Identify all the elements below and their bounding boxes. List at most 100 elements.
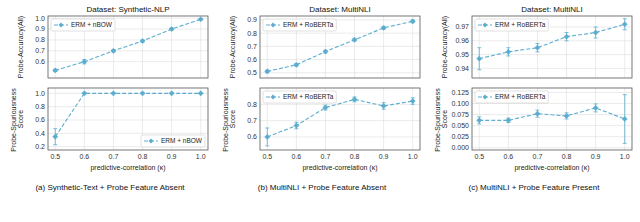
tick-label: 0.2 <box>35 143 45 150</box>
tick-label: 0.8 <box>350 153 360 160</box>
tick-label: 0.100 <box>451 100 469 107</box>
marker <box>381 103 386 108</box>
marker <box>622 22 627 27</box>
legend-box <box>263 19 336 31</box>
marker <box>53 68 58 73</box>
data-group <box>265 97 416 146</box>
tick-label: 0.7 <box>533 153 543 160</box>
legend-swatch <box>149 139 154 144</box>
grid-line <box>595 88 596 150</box>
tick-label: 0.6 <box>247 56 257 63</box>
tick-label: 0.4 <box>35 130 45 137</box>
tick-label: 0.050 <box>451 122 469 129</box>
axis-label: Probe-Accuracy(All) <box>441 16 449 78</box>
error-bar <box>477 48 481 70</box>
legend-box <box>263 91 336 103</box>
legend-swatch <box>271 95 276 100</box>
data-group <box>53 91 204 145</box>
plot-area <box>48 16 208 78</box>
tick-label: 0.6 <box>503 153 513 160</box>
tick-label: 0.9 <box>247 16 257 23</box>
grid-line <box>472 68 632 69</box>
plot-frame <box>472 88 632 150</box>
axis-label: Probe-Spuriousness Score <box>10 86 24 151</box>
series-line <box>55 19 200 70</box>
marker <box>564 113 569 118</box>
grid-line <box>48 133 208 134</box>
subplot: 0.50.60.70.80.9ERM + RoBERTaDataset: Mul… <box>229 5 420 78</box>
axis-label: predictive-correlation (κ) <box>514 164 589 172</box>
series-line <box>267 99 412 137</box>
legend: ERM + RoBERTa <box>475 19 548 31</box>
error-bar <box>506 118 510 122</box>
tick-label: 0.000 <box>451 144 469 151</box>
grid-line <box>84 88 85 150</box>
tick-label: 0.7 <box>247 43 257 50</box>
error-bar <box>623 95 627 144</box>
legend-box <box>141 135 205 147</box>
grid-line <box>48 61 208 62</box>
tick-label: 1.0 <box>35 15 45 22</box>
marker <box>111 48 116 53</box>
tick-label: 0.9 <box>167 153 177 160</box>
error-bar <box>506 48 510 56</box>
tick-label: 1.0 <box>408 153 418 160</box>
axis-label: Probe-Spuriousness Score <box>434 86 448 151</box>
marker <box>381 25 386 30</box>
grid-line <box>354 16 355 78</box>
marker <box>410 19 415 24</box>
tick-label: 0.7 <box>109 153 119 160</box>
tick-label: 0.6 <box>79 153 89 160</box>
axis-label: Probe-Spuriousness Score <box>222 86 236 151</box>
title: Dataset: Synthetic-NLP <box>86 5 169 14</box>
error-bar <box>323 105 327 110</box>
tick-label: 1.0 <box>35 90 45 97</box>
error-bar <box>535 44 539 52</box>
subplot: 0.50.60.70.80.91.00.20.40.60.81.0ERM + n… <box>10 86 208 192</box>
subplot: 0.50.60.70.80.91.00.0000.0250.0500.0750.… <box>434 86 632 192</box>
error-bar <box>82 60 86 64</box>
tick-label: 0.5 <box>474 153 484 160</box>
caption: (a) Synthetic-Text + Probe Feature Absen… <box>35 183 185 192</box>
tick-label: 0.9 <box>35 25 45 32</box>
grid-line <box>595 16 596 78</box>
marker <box>111 91 116 96</box>
grid-line <box>48 50 208 51</box>
marker <box>323 105 328 110</box>
marker <box>410 98 415 103</box>
marker <box>535 45 540 50</box>
marker <box>198 91 203 96</box>
error-bar <box>565 113 569 119</box>
error-bar <box>594 27 598 38</box>
tick-label: 0.8 <box>247 101 257 108</box>
tick-label: 0.6 <box>35 58 45 65</box>
tick-label: 0.8 <box>562 153 572 160</box>
grid-line <box>260 33 420 34</box>
grid-line <box>472 125 632 126</box>
error-bar <box>353 97 357 102</box>
legend: ERM + RoBERTa <box>263 19 336 31</box>
tick-label: 1.0 <box>620 153 630 160</box>
tick-label: 0.7 <box>35 47 45 54</box>
tick-label: 0.8 <box>138 153 148 160</box>
marker <box>294 123 299 128</box>
tick-label: 0.6 <box>291 153 301 160</box>
legend-label: ERM + RoBERTa <box>495 93 546 100</box>
marker <box>169 91 174 96</box>
tick-label: 0.96 <box>455 37 469 44</box>
caption: (b) MultiNLI + Probe Feature Absent <box>258 183 387 192</box>
legend-label: ERM + RoBERTa <box>283 21 334 28</box>
marker <box>352 37 357 42</box>
grid-line <box>48 18 208 19</box>
marker <box>265 134 270 139</box>
plot-area <box>48 88 208 150</box>
plot-area <box>260 16 420 78</box>
legend: ERM + nBOW <box>141 135 205 147</box>
plot-frame <box>472 16 632 78</box>
plot-frame <box>48 16 208 78</box>
tick-label: 0.8 <box>35 36 45 43</box>
grid-line <box>171 16 172 78</box>
plot-area <box>260 88 420 150</box>
plot-frame <box>260 16 420 78</box>
error-bar <box>477 117 481 124</box>
